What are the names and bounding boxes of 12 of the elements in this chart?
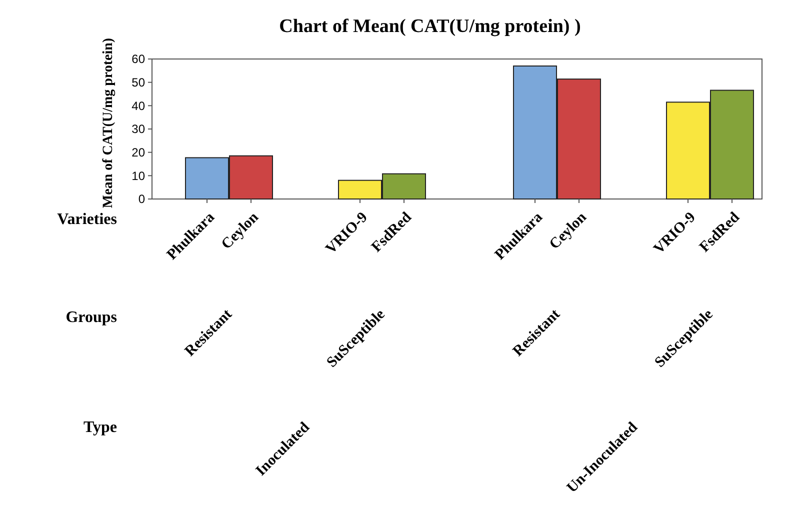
- y-tick-label: 20: [132, 146, 146, 160]
- y-tick-label: 50: [132, 76, 146, 90]
- y-tick-label: 0: [138, 192, 146, 206]
- y-axis-title: Mean of CAT(U/mg protein): [101, 38, 116, 208]
- y-tick-label: 40: [132, 98, 146, 113]
- y-tick-label: 10: [132, 168, 146, 183]
- text: Type: [84, 419, 117, 436]
- text: Groups: [66, 309, 117, 326]
- y-tick-label: 60: [132, 52, 146, 66]
- chart-title: Chart of Mean( CAT(U/mg protein) ): [279, 16, 581, 37]
- y-tick-label: 30: [132, 122, 146, 136]
- text: Varieties: [57, 211, 117, 228]
